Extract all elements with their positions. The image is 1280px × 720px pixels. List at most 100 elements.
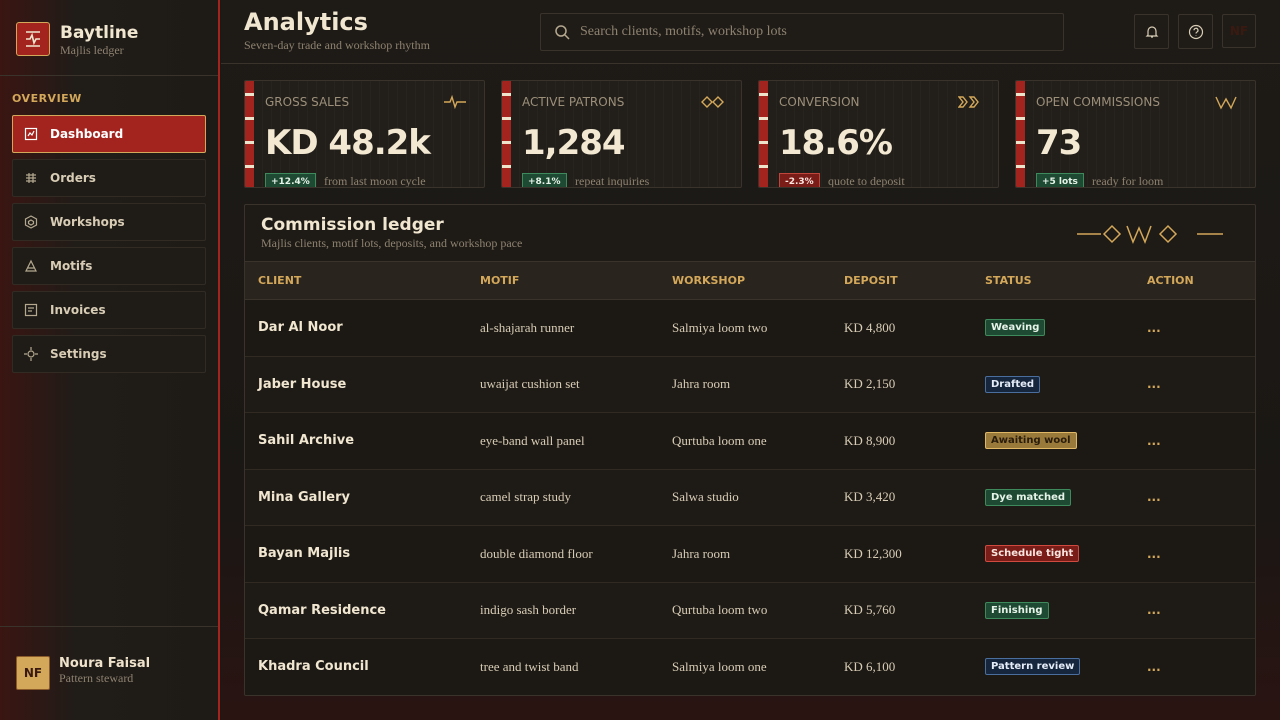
kpi-icon-svg <box>1215 96 1237 110</box>
nav-item[interactable]: Invoices <box>12 291 206 329</box>
cell: Qurtuba loom two <box>672 602 768 618</box>
row-action[interactable]: ... <box>1147 603 1161 618</box>
kpi-stripe <box>1016 81 1025 187</box>
nav-item[interactable]: Dashboard <box>12 115 206 153</box>
cell: Qamar Residence <box>258 602 387 618</box>
kpi-stripe <box>759 81 768 187</box>
status-chip: Pattern review <box>985 658 1081 676</box>
search[interactable]: Search clients, motifs, workshop lots <box>540 13 1064 51</box>
row-action[interactable]: ... <box>1147 320 1161 335</box>
notifications-button[interactable] <box>1134 14 1169 49</box>
kpi-label: CONVERSION <box>779 95 860 109</box>
nav-icon <box>24 127 38 141</box>
nav-label: Invoices <box>50 303 106 317</box>
nav-label: Workshops <box>50 215 125 229</box>
kpi-value: KD 48.2k <box>265 123 431 163</box>
help-button[interactable] <box>1178 14 1213 49</box>
cell: Salmiya loom two <box>672 319 768 335</box>
nav-icon <box>26 173 36 183</box>
kpi-label: ACTIVE PATRONS <box>522 95 625 109</box>
cell: ... <box>1147 413 1161 469</box>
row-action[interactable]: ... <box>1147 377 1161 392</box>
kpi-value: 73 <box>1036 123 1082 163</box>
brand-subtitle: Majlis ledger <box>60 43 124 57</box>
nav-section: OVERVIEW <box>12 92 82 105</box>
cell: tree and twist band <box>480 658 579 674</box>
column-header: STATUS <box>985 274 1032 287</box>
column-header: ACTION <box>1147 274 1194 287</box>
kpi-value: 18.6% <box>779 123 893 163</box>
kpi-label: OPEN COMMISSIONS <box>1036 95 1160 109</box>
status-chip: Drafted <box>985 375 1041 393</box>
kpi-icon <box>957 94 984 115</box>
cell: camel strap study <box>480 489 571 505</box>
cell: Jahra room <box>672 545 731 561</box>
kpi-icon-svg <box>957 96 979 108</box>
table-header: CLIENT MOTIF WORKSHOP DEPOSIT STATUS ACTION <box>245 261 1255 300</box>
row-action[interactable]: ... <box>1147 433 1161 448</box>
cell: Qurtuba loom one <box>672 432 767 448</box>
cell: double diamond floor <box>480 545 593 561</box>
cell: Dar Al Noor <box>258 320 343 336</box>
cell: Bayan Majlis <box>258 546 351 562</box>
column-header: MOTIF <box>480 274 520 287</box>
brand: Baytline Majlis ledger <box>16 22 138 58</box>
nav-item[interactable]: Motifs <box>12 247 206 285</box>
user-avatar: NF <box>16 656 50 690</box>
cell: al-shajarah runner <box>480 319 575 335</box>
nav-item[interactable]: Settings <box>12 335 206 373</box>
cell: KD 12,300 <box>844 545 902 561</box>
nav-label: Settings <box>50 347 107 361</box>
cell: KD 2,150 <box>844 376 896 392</box>
row-action[interactable]: ... <box>1147 659 1161 674</box>
kpi-note: repeat inquiries <box>575 174 650 188</box>
table-row: Qamar Residence indigo sash border Qurtuba… <box>245 583 1255 639</box>
divider <box>0 75 218 76</box>
kpi-icon <box>1215 94 1241 115</box>
user: NF Noura Faisal Pattern steward <box>16 656 150 690</box>
nav-item[interactable]: Workshops <box>12 203 206 241</box>
logo <box>16 22 50 56</box>
kpi-delta: -2.3% <box>779 173 820 187</box>
cell: Salmiya loom one <box>672 658 767 674</box>
kpi-label: GROSS SALES <box>265 95 350 109</box>
cell: Weaving <box>985 300 1046 356</box>
kpi-icon-svg <box>701 96 724 108</box>
kpi-delta: +5 lots <box>1036 173 1084 187</box>
row-action[interactable]: ... <box>1147 546 1161 561</box>
nav: Dashboard Orders Workshops Motifs Invoices Se… <box>12 115 206 379</box>
status-chip: Weaving <box>985 319 1046 337</box>
cell: Jahra room <box>672 376 731 392</box>
kpi-delta: +12.4% <box>265 173 316 187</box>
search-placeholder: Search clients, motifs, workshop lots <box>580 24 787 39</box>
row-action[interactable]: ... <box>1147 490 1161 505</box>
cell: Dye matched <box>985 470 1072 526</box>
table-row: Dar Al Noor al-shajarah runner Salmiya loo… <box>245 300 1255 357</box>
ornament <box>1077 224 1223 245</box>
cell: Awaiting wool <box>985 413 1077 469</box>
cell: ... <box>1147 526 1161 582</box>
cell: KD 6,100 <box>844 658 896 674</box>
nav-item[interactable]: Orders <box>12 159 206 197</box>
column-header: CLIENT <box>258 274 302 287</box>
cell: ... <box>1147 583 1161 639</box>
kpi-stripe <box>245 81 254 187</box>
kpi-card: GROSS SALES KD 48.2k +12.4% from last moon … <box>244 80 485 188</box>
cell: Schedule tight <box>985 526 1080 582</box>
kpi-note: quote to deposit <box>828 174 905 188</box>
kpi-icon-svg <box>444 94 466 110</box>
kpi-icon <box>701 94 727 115</box>
panel-subtitle: Majlis clients, motif lots, deposits, an… <box>261 236 523 250</box>
cell: KD 8,900 <box>844 432 896 448</box>
header-avatar[interactable]: NF <box>1222 14 1256 48</box>
cell: KD 4,800 <box>844 319 896 335</box>
table-row: Khadra Council tree and twist band Salmiya… <box>245 639 1255 695</box>
search-icon <box>555 25 570 40</box>
cell: Mina Gallery <box>258 489 351 505</box>
table-row: Sahil Archive eye-band wall panel Qurtuba … <box>245 413 1255 470</box>
table-row: Bayan Majlis double diamond floor Jahra ro… <box>245 526 1255 583</box>
user-role: Pattern steward <box>59 671 134 685</box>
cell: eye-band wall panel <box>480 432 585 448</box>
